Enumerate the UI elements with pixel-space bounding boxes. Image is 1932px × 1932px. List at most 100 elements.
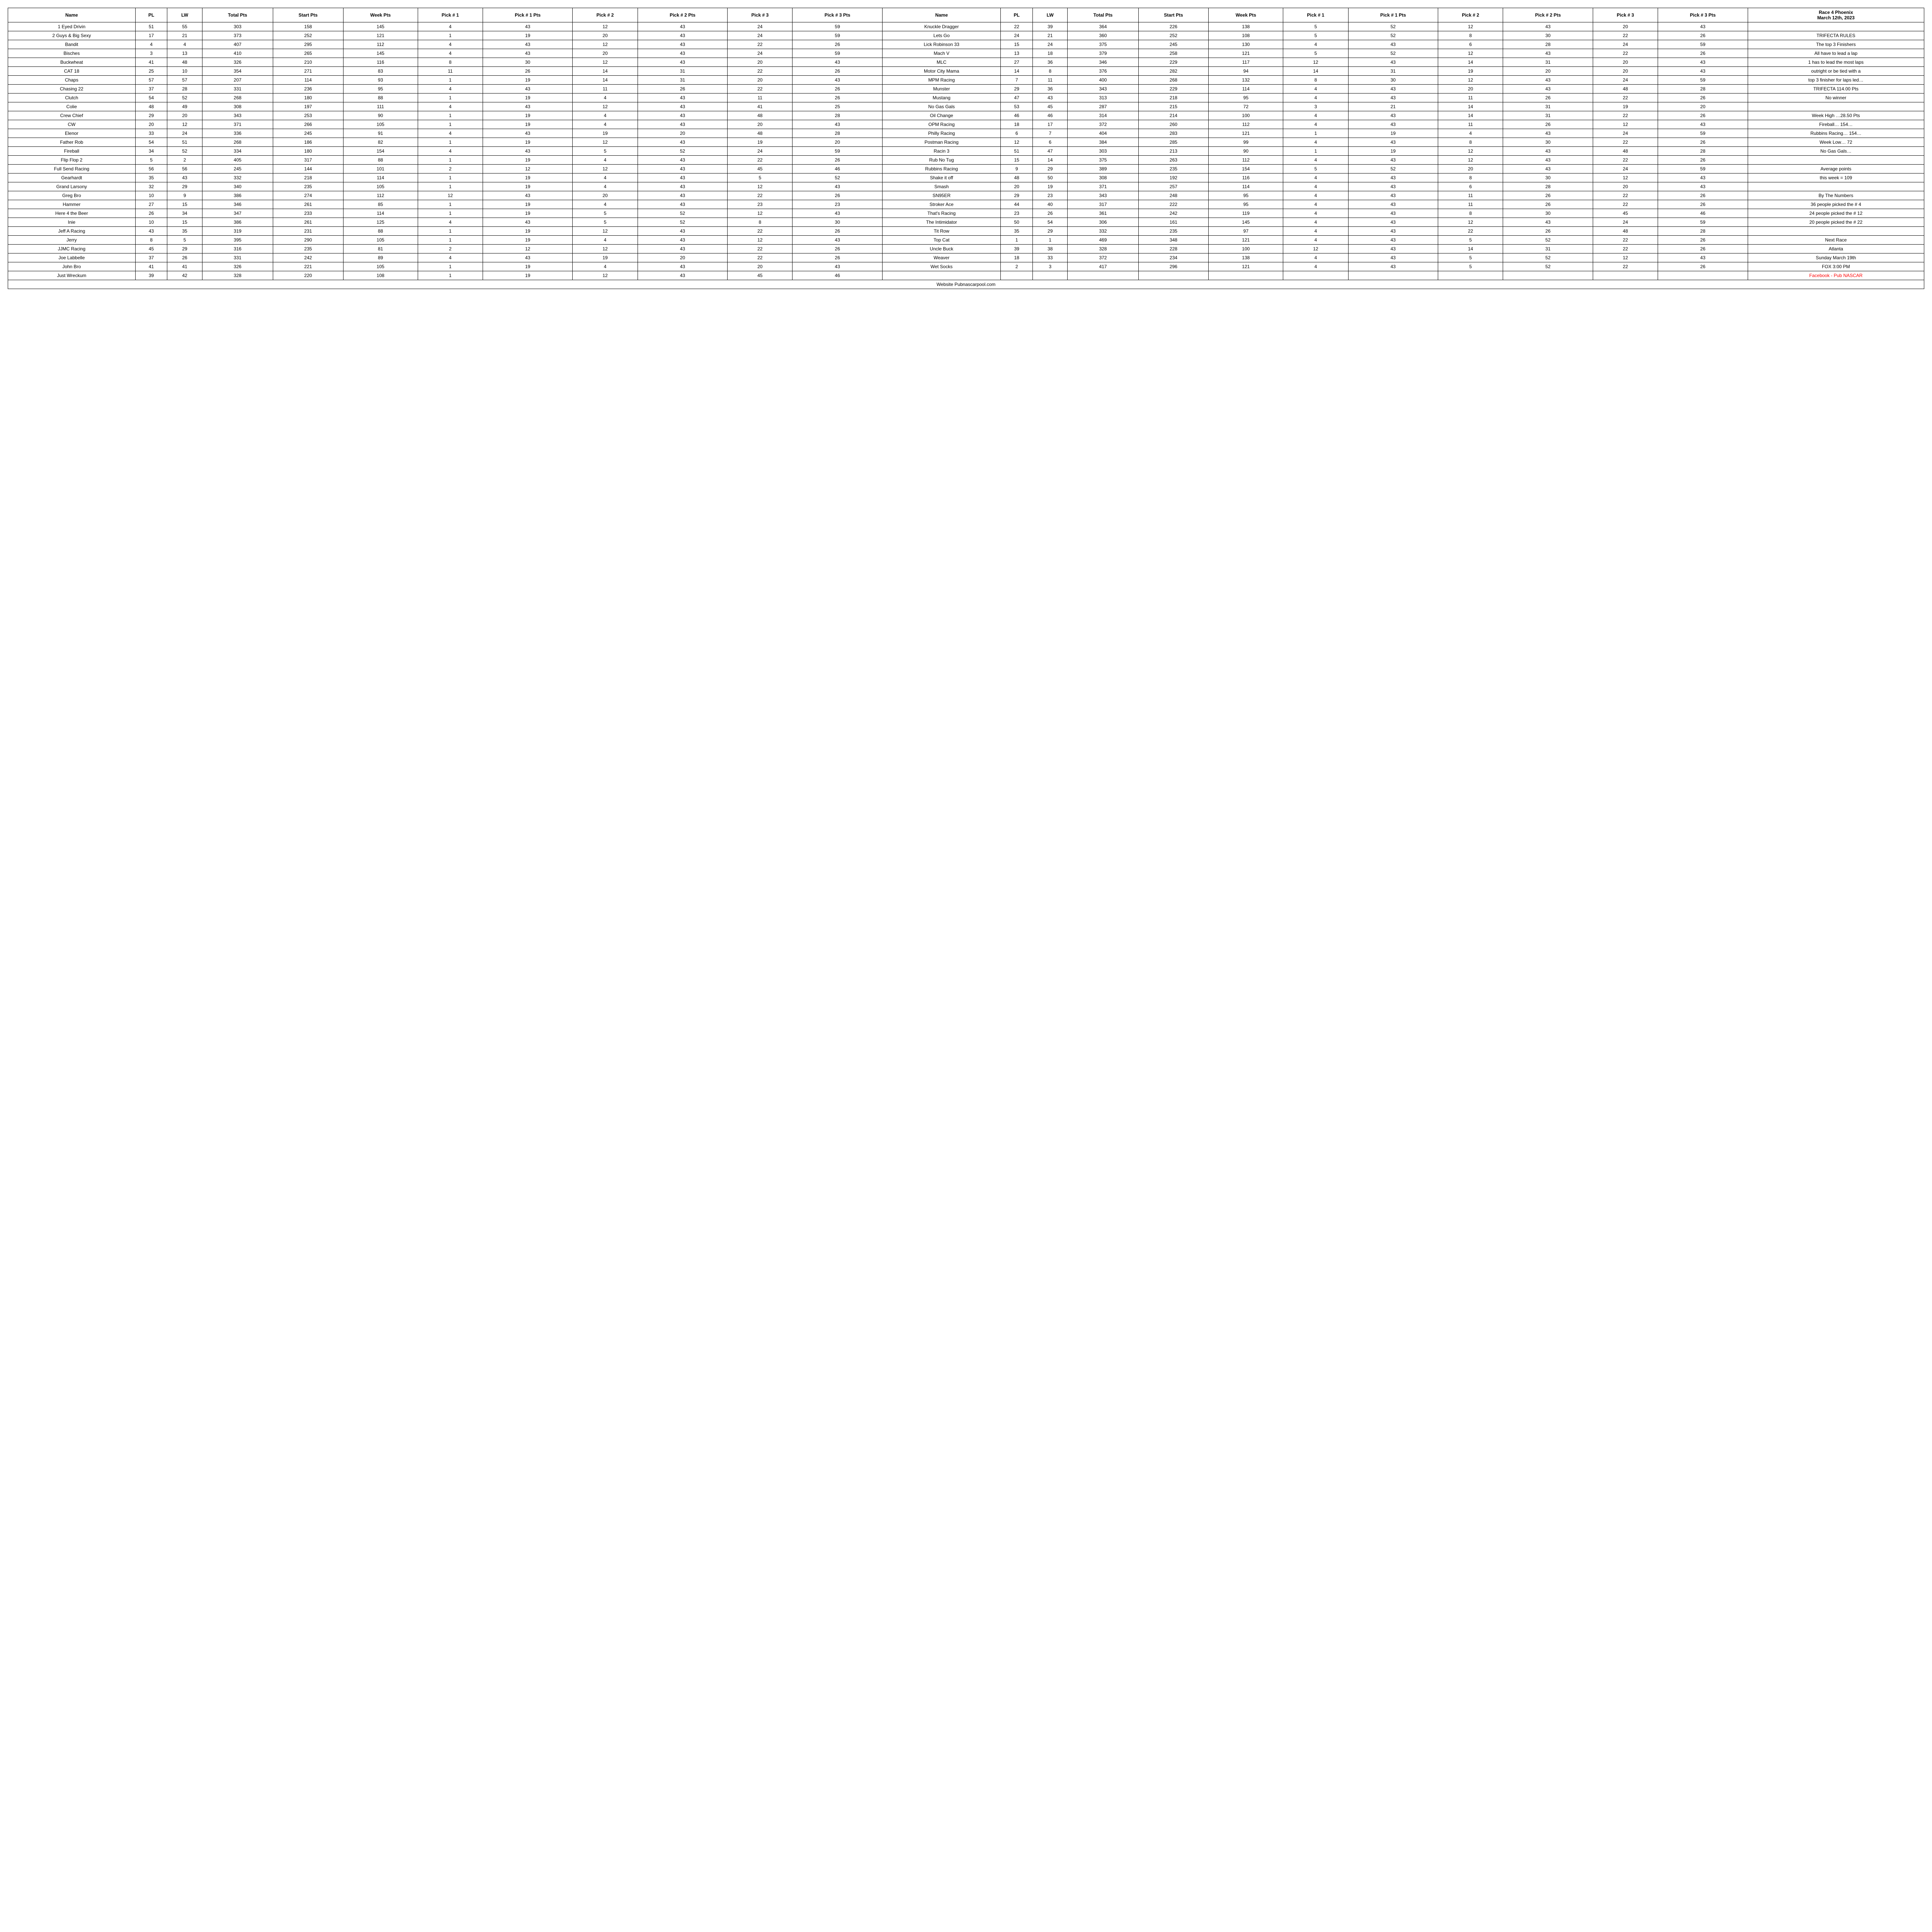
table-body: 1 Eyed Drivin515530315814544312432459Knu… (8, 22, 1924, 280)
data-cell: 108 (343, 271, 418, 280)
data-cell: 8 (1283, 76, 1348, 85)
data-cell: 9 (1001, 165, 1033, 173)
data-cell: 145 (343, 49, 418, 58)
data-cell: 43 (483, 102, 573, 111)
col-lw-left: LW (167, 8, 202, 22)
data-cell (1283, 271, 1348, 280)
data-cell: 313 (1068, 94, 1138, 102)
data-cell: 317 (1068, 200, 1138, 209)
data-cell: 43 (793, 58, 883, 67)
data-cell: 31 (638, 67, 728, 76)
notes-cell: Week Low… 72 (1748, 138, 1924, 147)
data-cell: 43 (793, 76, 883, 85)
data-cell: 242 (273, 253, 343, 262)
data-cell: 19 (483, 200, 573, 209)
data-cell: 253 (273, 111, 343, 120)
data-cell: 26 (135, 209, 167, 218)
data-cell: 48 (167, 58, 202, 67)
data-cell: 7 (1001, 76, 1033, 85)
data-cell: 52 (638, 147, 728, 156)
data-cell: 395 (202, 236, 273, 245)
data-cell: 105 (343, 182, 418, 191)
data-cell: 32 (135, 182, 167, 191)
data-cell: 43 (638, 191, 728, 200)
data-cell: 112 (343, 191, 418, 200)
data-cell: 347 (202, 209, 273, 218)
data-cell: 258 (1138, 49, 1209, 58)
data-cell: 12 (483, 245, 573, 253)
data-cell: 10 (135, 218, 167, 227)
data-cell: 82 (343, 138, 418, 147)
data-cell: 119 (1209, 209, 1283, 218)
data-cell: 26 (1033, 209, 1068, 218)
data-cell: 6 (1033, 138, 1068, 147)
data-cell: 88 (343, 94, 418, 102)
data-cell: 12 (728, 236, 793, 245)
data-cell: 19 (483, 236, 573, 245)
data-cell: 12 (728, 209, 793, 218)
data-cell: 43 (1348, 191, 1438, 200)
data-cell: 1 (418, 209, 483, 218)
data-cell: 8 (1438, 209, 1503, 218)
data-cell: 22 (728, 67, 793, 76)
data-cell: 4 (418, 218, 483, 227)
data-cell: 268 (202, 94, 273, 102)
col-p2-right: Pick # 2 (1438, 8, 1503, 22)
data-cell: 235 (273, 182, 343, 191)
data-cell: 20 (728, 262, 793, 271)
data-cell: 24 (728, 49, 793, 58)
data-cell: 5 (135, 156, 167, 165)
data-cell: 303 (1068, 147, 1138, 156)
table-row: Chaps57572071149311914312043MPM Racing71… (8, 76, 1924, 85)
data-cell: 221 (273, 262, 343, 271)
data-cell: 37 (135, 253, 167, 262)
notes-cell: 20 people picked the # 22 (1748, 218, 1924, 227)
data-cell: 261 (273, 200, 343, 209)
data-cell: 26 (1658, 191, 1748, 200)
data-cell: 23 (793, 200, 883, 209)
data-cell: 19 (728, 138, 793, 147)
data-cell: 48 (1593, 227, 1658, 236)
data-cell: 20 (728, 120, 793, 129)
data-cell: 39 (1033, 22, 1068, 31)
table-row: Bandit4440729511244312432226Lick Robinso… (8, 40, 1924, 49)
notes-cell: Sunday March 19th (1748, 253, 1924, 262)
data-cell: 328 (202, 271, 273, 280)
data-cell: 10 (167, 67, 202, 76)
data-cell: 410 (202, 49, 273, 58)
name-cell-right: Mustang (882, 94, 1000, 102)
data-cell: 285 (1138, 138, 1209, 147)
notes-cell (1748, 227, 1924, 236)
notes-cell: Fireball… 154… (1748, 120, 1924, 129)
data-cell: 52 (1503, 236, 1593, 245)
data-cell: 31 (1348, 67, 1438, 76)
data-cell: 57 (167, 76, 202, 85)
data-cell: 20 (1438, 165, 1503, 173)
col-total-right: Total Pts (1068, 8, 1138, 22)
notes-cell: All have to lead a lap (1748, 49, 1924, 58)
data-cell: 20 (167, 111, 202, 120)
data-cell: 43 (638, 271, 728, 280)
data-cell (1209, 271, 1283, 280)
data-cell: 1 (418, 173, 483, 182)
data-cell: 43 (638, 245, 728, 253)
data-cell: 43 (638, 138, 728, 147)
data-cell: 39 (1001, 245, 1033, 253)
data-cell: 19 (483, 173, 573, 182)
data-cell: 360 (1068, 31, 1138, 40)
data-cell: 12 (573, 102, 638, 111)
data-cell: 43 (1503, 147, 1593, 156)
data-cell (1068, 271, 1138, 280)
data-cell: 43 (638, 22, 728, 31)
data-cell: 26 (793, 245, 883, 253)
data-cell: 19 (573, 129, 638, 138)
data-cell: 236 (273, 85, 343, 94)
data-cell: 41 (135, 58, 167, 67)
data-cell: 207 (202, 76, 273, 85)
data-cell: 43 (1348, 94, 1438, 102)
data-cell: 2 (418, 245, 483, 253)
data-cell: 121 (1209, 262, 1283, 271)
data-cell: 52 (793, 173, 883, 182)
data-cell: 268 (202, 138, 273, 147)
data-cell: 6 (1438, 182, 1503, 191)
